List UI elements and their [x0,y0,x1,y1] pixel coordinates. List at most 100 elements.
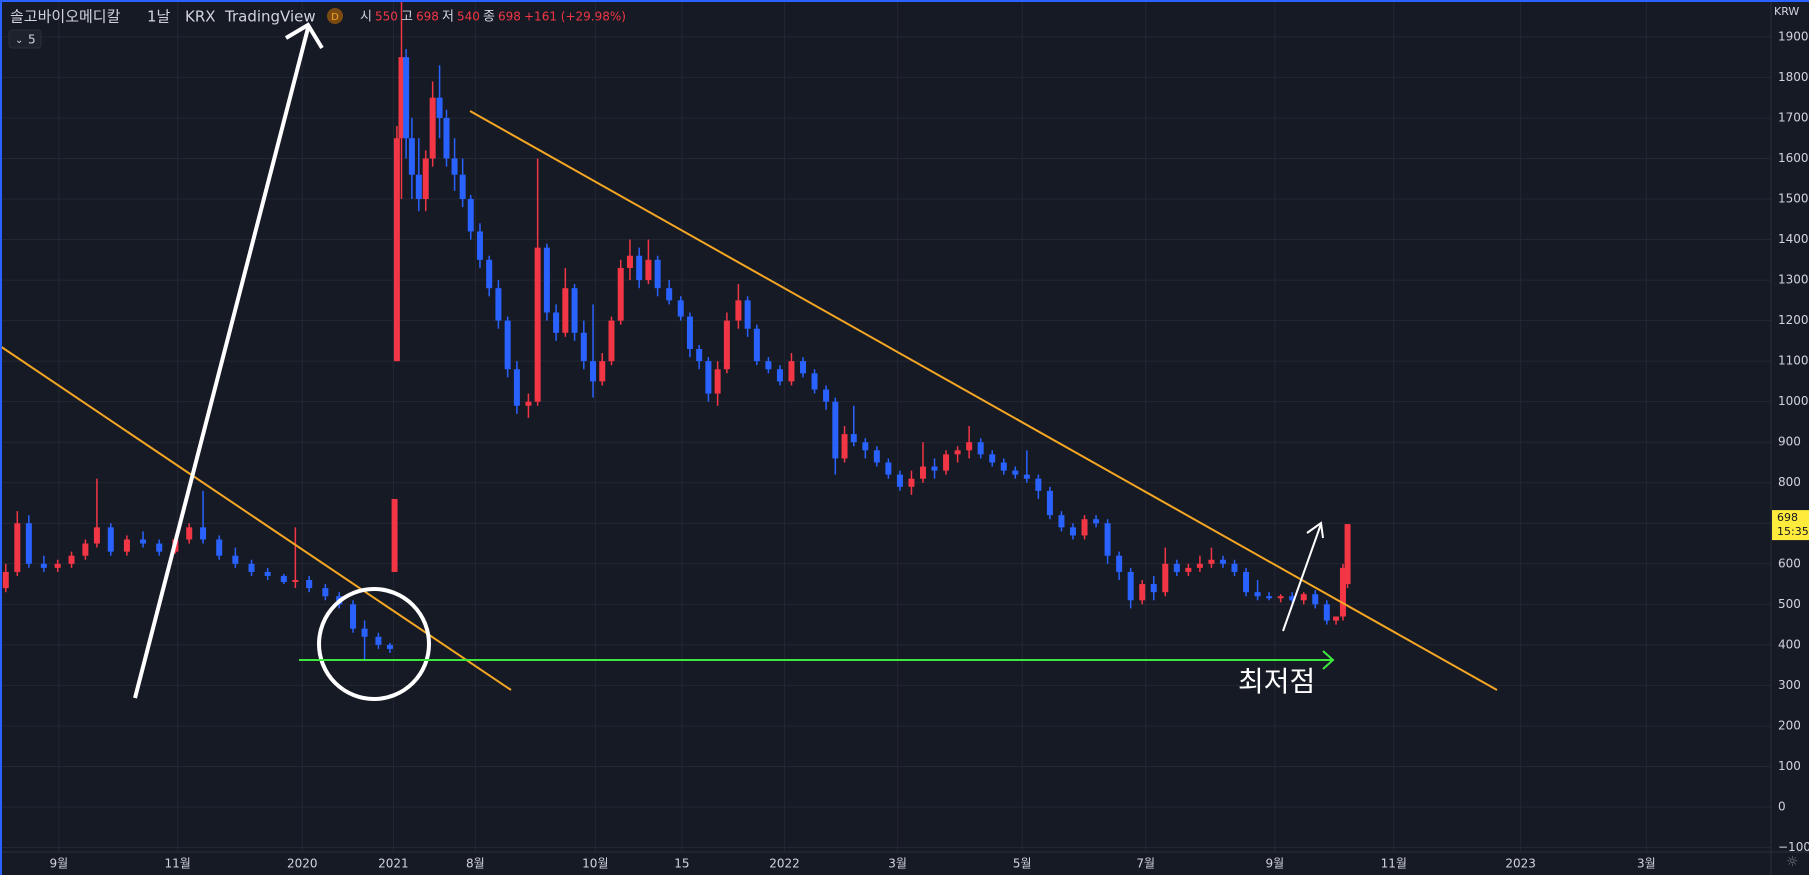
candle-body [495,288,502,321]
candle-body [1116,555,1123,572]
x-tick-label: 9월 [49,857,68,871]
candle-body [306,580,313,589]
candle-body [264,571,271,576]
candle-body [1185,567,1192,572]
candle-body [403,57,410,139]
candle-body [54,563,61,568]
candle-body [14,523,21,572]
border [0,0,2,875]
candle-body [723,320,730,370]
candle-body [1344,524,1351,585]
candle-body [107,527,114,552]
candle-body [451,158,458,175]
y-tick-label: 1300 [1778,273,1809,287]
candle-body [1289,596,1296,601]
candle-body [186,527,193,540]
candle-body [415,174,422,200]
circle [317,587,431,701]
candle-body [776,369,783,382]
candle-body [140,539,147,544]
ohlc-label: 고 [401,10,413,25]
candle-body [393,138,400,362]
candle-body [82,543,89,556]
candle-body [696,348,703,362]
candle-body [93,527,100,544]
ohlc-value: 550 [375,10,398,24]
candle-body [590,361,597,382]
candle-body [322,588,329,597]
interval: 1날 [147,8,171,26]
currency[interactable]: KRW [1774,5,1799,18]
candle-body [1000,462,1007,471]
candle-body [1023,474,1030,479]
y-tick-label: 1900 [1778,29,1809,43]
arrow-head [1322,650,1335,670]
x-tick-label: 8월 [466,857,485,871]
candle-body [40,563,47,568]
candle-body [459,174,466,200]
y-tick-label: 600 [1778,556,1801,570]
candle-body [599,361,606,382]
symbol: 솔고바이오메디칼 [10,8,121,26]
candle-body [476,231,483,260]
resolution: 5 [28,33,36,47]
y-tick-label: 900 [1778,435,1801,449]
candle-body [753,328,760,362]
x-tick-label: 15 [674,857,689,871]
candle-body [862,442,869,451]
y-tick-label: 1800 [1778,70,1809,84]
candle-body [744,300,751,329]
price-label: 698 [1777,511,1798,524]
drawings: 최저점 [0,22,1498,701]
candle-body [654,259,661,289]
y-tick-label: 0 [1778,800,1786,814]
y-tick-label: 1200 [1778,313,1809,327]
candle-body [1069,527,1076,536]
candle-body [248,563,255,572]
x-tick-label: 2023 [1505,857,1536,871]
candle-body [735,300,742,321]
y-tick-label: 500 [1778,597,1801,611]
candle-body [800,361,807,374]
y-tick-label: 1600 [1778,151,1809,165]
change: +161 (+29.98%) [524,10,626,24]
candle-body [467,199,474,232]
brand: TradingView [224,8,316,26]
arrow [133,27,310,699]
y-tick-label: 400 [1778,637,1801,651]
candle-body [1208,559,1215,564]
candle-body [885,462,892,475]
candle-body [823,389,830,402]
candle-body [1093,519,1100,524]
ohlc-value: 698 [498,10,521,24]
grid [0,0,1771,852]
candle-body [943,454,950,471]
x-tick-label: 3월 [888,857,907,871]
candle-body [636,255,643,281]
y-tick-label: 1100 [1778,354,1809,368]
settings-icon[interactable]: ☼ [1786,854,1799,870]
candle-body [645,259,652,281]
header: 솔고바이오메디칼 1날 KRX TradingView D 시 550 고 69… [8,5,1799,870]
border [0,0,1809,2]
candle-body [386,644,393,649]
candle-body [486,259,493,289]
y-tick-label: 800 [1778,475,1801,489]
arrow-head [284,22,324,50]
ohlc-label: 저 [442,10,454,25]
candle-body [1150,584,1157,593]
candle-body [429,97,436,159]
candle-body [280,575,287,583]
ohlc-label: 종 [483,10,495,25]
arrow [1282,523,1322,632]
candle-body [1333,616,1340,621]
candle-body [686,316,693,349]
axes: −100010020030040050060070080090010001100… [49,29,1809,871]
candle-body [361,628,368,637]
candle-body [677,300,684,317]
resolution-box[interactable] [8,29,42,49]
candle-body [350,604,357,629]
x-tick-label: 7월 [1136,857,1155,871]
candle-body [2,571,9,589]
